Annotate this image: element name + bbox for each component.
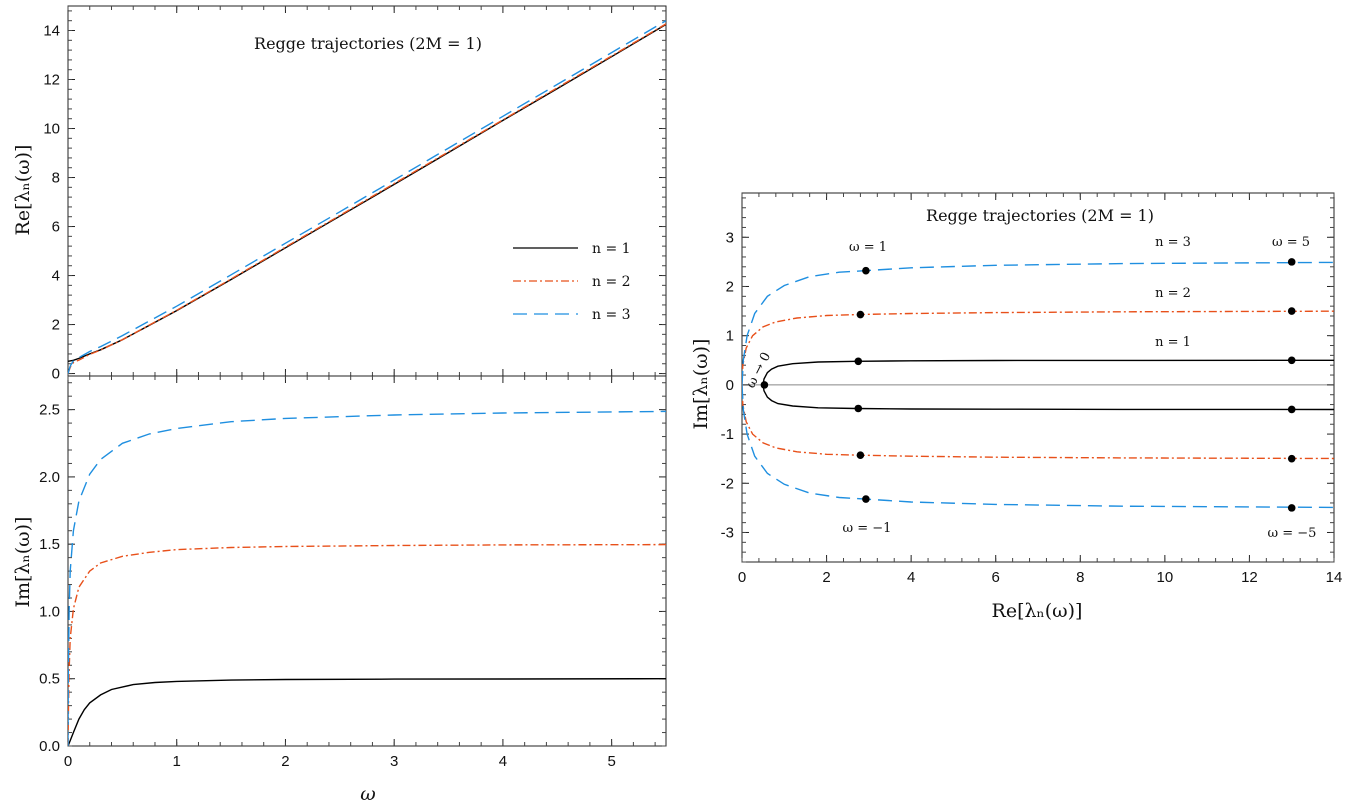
y-tick-label: 0 bbox=[52, 366, 60, 383]
series-line-n-2-0- bbox=[742, 384, 1334, 460]
x-tick-label: 1 bbox=[173, 753, 181, 770]
right-ylabel: Im[λₙ(ω)] bbox=[690, 339, 712, 430]
x-tick-label: 0 bbox=[738, 569, 746, 586]
annotation-n1: n = 1 bbox=[1155, 335, 1191, 350]
legend-label-n2: n = 2 bbox=[592, 274, 631, 290]
right-title: Regge trajectories (2M = 1) bbox=[926, 206, 1154, 225]
y-tick-label: 4 bbox=[52, 268, 60, 285]
re-lambda-panel: 0 2 4 6 8 10 12 14 bbox=[43, 5, 667, 383]
series-line-n-1 bbox=[68, 678, 666, 746]
trajectory-marker bbox=[1287, 454, 1296, 463]
series-line-n-2 bbox=[742, 310, 1334, 385]
annotation-n2: n = 2 bbox=[1155, 286, 1191, 301]
x-tick-label: 4 bbox=[907, 569, 915, 586]
y-tick-label: 0.0 bbox=[39, 738, 60, 755]
y-tick-label: 2.5 bbox=[39, 402, 60, 419]
y-tick-label: -2 bbox=[721, 475, 734, 492]
x-tick-label: 14 bbox=[1326, 569, 1343, 586]
series-line-n-3-0- bbox=[742, 384, 1334, 509]
series-line-n-1-0- bbox=[762, 384, 1334, 411]
im-lambda-panel: 0 1 2 3 4 5 0.0 0.5 1.0 1.5 2.0 2.5 bbox=[39, 375, 667, 770]
trajectory-marker bbox=[1287, 405, 1296, 414]
y-tick-label: 10 bbox=[43, 121, 60, 138]
y-tick-label: 0.5 bbox=[39, 671, 60, 688]
x-tick-label: 12 bbox=[1241, 569, 1258, 586]
legend: n = 1 n = 2 n = 3 bbox=[513, 241, 631, 323]
x-tick-label: 5 bbox=[607, 753, 615, 770]
y-tick-label: 12 bbox=[43, 72, 60, 89]
left-bottom-ylabel: Im[λₙ(ω)] bbox=[12, 517, 34, 608]
left-title: Regge trajectories (2M = 1) bbox=[254, 34, 482, 53]
x-tick-label: 6 bbox=[992, 569, 1000, 586]
annotation-n3: n = 3 bbox=[1155, 235, 1191, 250]
y-tick-label: 1.0 bbox=[39, 603, 60, 620]
y-tick-label: 2 bbox=[726, 278, 734, 295]
y-tick-label: -3 bbox=[721, 524, 734, 541]
y-tick-label: 1.5 bbox=[39, 536, 60, 553]
y-tick-label: 1 bbox=[726, 328, 734, 345]
y-tick-label: 2.0 bbox=[39, 469, 60, 486]
trajectory-marker bbox=[1287, 356, 1296, 365]
x-tick-label: 10 bbox=[1157, 569, 1174, 586]
x-tick-label: 8 bbox=[1076, 569, 1084, 586]
y-tick-label: 6 bbox=[52, 219, 60, 236]
series-line-n-2 bbox=[68, 543, 666, 746]
trajectory-marker bbox=[856, 451, 865, 460]
trajectory-marker bbox=[862, 495, 870, 503]
trajectory-marker bbox=[854, 357, 863, 366]
trajectory-marker bbox=[856, 310, 865, 319]
annotation-omega-1: ω = 1 bbox=[849, 240, 887, 255]
y-tick-label: 2 bbox=[52, 317, 60, 334]
y-tick-label: 0 bbox=[726, 377, 734, 394]
annotation-omega-neg5: ω = −5 bbox=[1268, 526, 1317, 541]
trajectory-marker bbox=[862, 266, 870, 275]
x-tick-label: 2 bbox=[281, 753, 289, 770]
series-line-n-3 bbox=[68, 410, 666, 746]
right-xlabel: Re[λₙ(ω)] bbox=[992, 600, 1083, 622]
left-top-ylabel: Re[λₙ(ω)] bbox=[12, 145, 34, 236]
x-tick-label: 3 bbox=[390, 753, 398, 770]
annotation-omega-5: ω = 5 bbox=[1272, 235, 1310, 250]
annotation-omega-neg1: ω = −1 bbox=[843, 521, 892, 536]
y-tick-label: 14 bbox=[43, 23, 60, 40]
y-tick-label: 8 bbox=[52, 170, 60, 187]
left-xlabel: ω bbox=[360, 783, 376, 805]
trajectory-marker bbox=[854, 404, 863, 413]
legend-label-n1: n = 1 bbox=[592, 241, 631, 257]
x-tick-label: 4 bbox=[499, 753, 507, 770]
trajectory-marker bbox=[760, 381, 769, 389]
series-line-n-1 bbox=[68, 23, 666, 362]
y-tick-label: 3 bbox=[726, 229, 734, 246]
series-line-n-1 bbox=[762, 359, 1334, 386]
x-tick-label: 2 bbox=[822, 569, 830, 586]
plot-frame bbox=[67, 375, 667, 747]
series-line-n-2 bbox=[68, 23, 666, 374]
y-tick-label: -1 bbox=[721, 426, 734, 443]
trajectory-marker bbox=[1287, 258, 1296, 266]
legend-label-n3: n = 3 bbox=[592, 307, 631, 323]
trajectory-marker bbox=[1287, 307, 1296, 315]
x-tick-label: 0 bbox=[64, 753, 72, 770]
trajectory-marker bbox=[1287, 504, 1296, 512]
series-line-n-3 bbox=[742, 261, 1334, 385]
